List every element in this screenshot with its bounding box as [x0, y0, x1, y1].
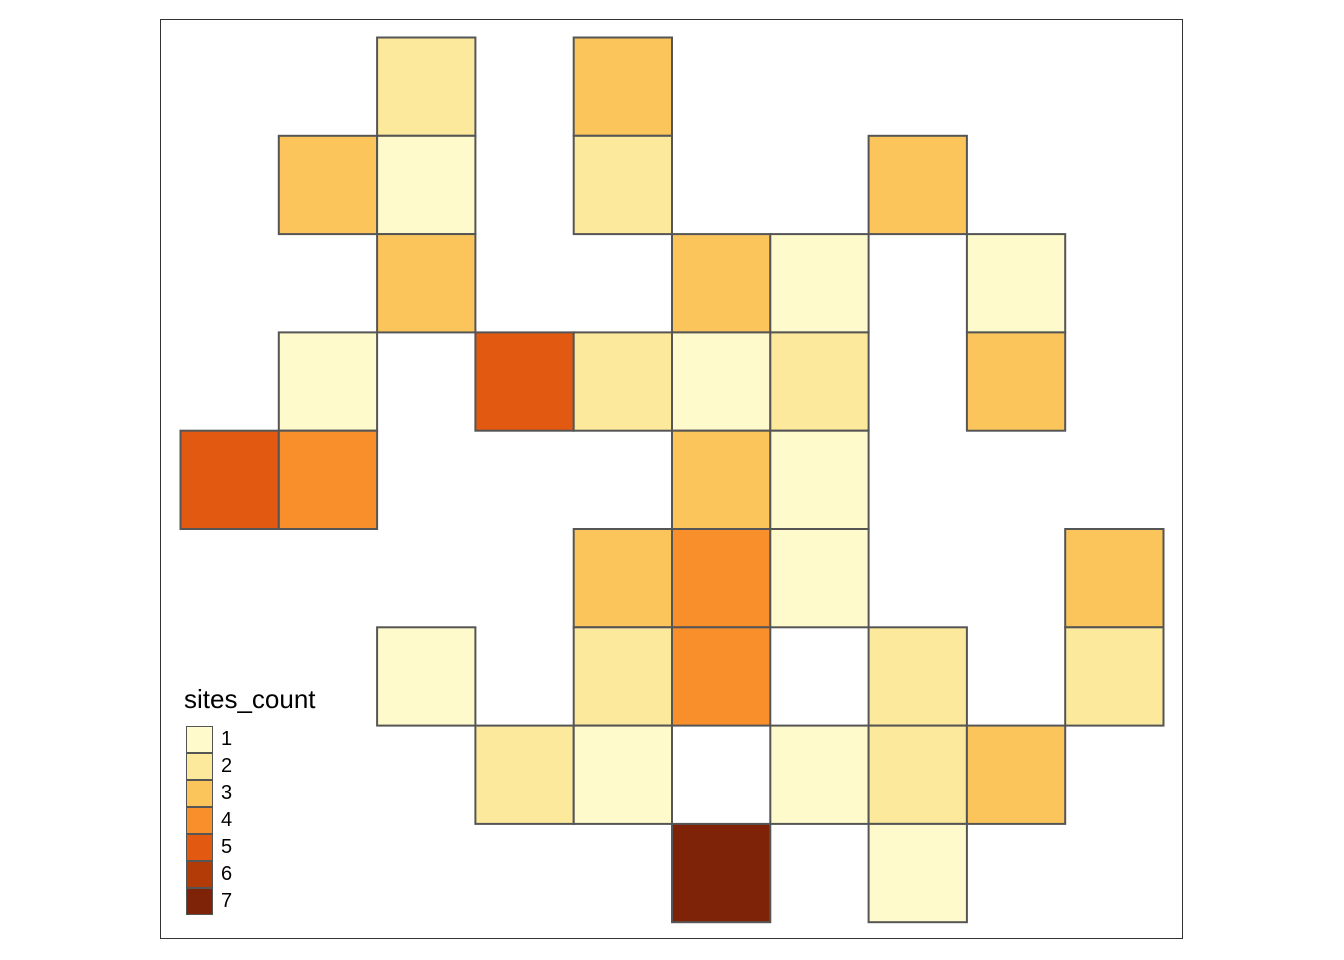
legend-swatch: [186, 807, 213, 834]
grid-cell: [376, 626, 477, 727]
legend-item: 1: [186, 726, 266, 753]
grid-cell: [867, 626, 968, 727]
legend-swatch: [186, 780, 213, 807]
grid-cell: [769, 724, 870, 825]
legend-item: 4: [186, 807, 266, 834]
legend-item: 7: [186, 888, 266, 915]
legend-label: 5: [221, 836, 233, 858]
grid-cell: [769, 429, 870, 531]
legend-label: 1: [221, 728, 233, 750]
legend-swatch: [186, 753, 213, 780]
grid-cell: [572, 331, 674, 432]
grid-cell: [671, 822, 772, 924]
grid-cell: [572, 626, 674, 727]
grid-cell: [572, 36, 674, 137]
legend-title: sites_count: [184, 684, 316, 714]
grid-cell: [769, 233, 870, 334]
grid-cell: [671, 626, 772, 727]
grid-cell: [474, 331, 575, 432]
grid-cell: [671, 331, 772, 432]
grid-cell: [376, 134, 477, 236]
grid-cell: [671, 528, 772, 629]
grid-cell: [572, 134, 674, 236]
grid-cell: [376, 233, 477, 334]
grid-cell: [965, 233, 1067, 334]
legend: 1 2 3 4 5 6 7: [186, 726, 266, 915]
legend-item: 6: [186, 861, 266, 888]
grid-cell: [1064, 528, 1165, 629]
legend-label: 2: [221, 755, 233, 777]
legend-item: 5: [186, 834, 266, 861]
grid-cell: [572, 724, 674, 825]
legend-item: 3: [186, 780, 266, 807]
grid-cell: [376, 36, 477, 137]
legend-label: 3: [221, 782, 233, 804]
grid-cell: [671, 233, 772, 334]
legend-swatch: [186, 834, 213, 861]
grid-cell: [867, 822, 968, 924]
legend-item: 2: [186, 753, 266, 780]
grid-cell: [867, 724, 968, 825]
grid-cell: [671, 429, 772, 531]
grid-cell: [1064, 626, 1165, 727]
grid-cell: [179, 429, 280, 531]
grid-cell: [474, 724, 575, 825]
grid-cell: [769, 331, 870, 432]
grid-cell: [867, 134, 968, 236]
grid-cell: [965, 331, 1067, 432]
grid-cell: [277, 134, 379, 236]
legend-swatch: [186, 888, 213, 915]
grid-cell: [965, 724, 1067, 825]
legend-label: 6: [221, 863, 233, 885]
legend-swatch: [186, 726, 213, 753]
grid-cell: [572, 528, 674, 629]
legend-swatch: [186, 861, 213, 888]
legend-label: 7: [221, 890, 233, 912]
legend-label: 4: [221, 809, 233, 831]
grid-cell: [769, 528, 870, 629]
grid-cell: [277, 429, 379, 531]
grid-cell: [277, 331, 379, 432]
